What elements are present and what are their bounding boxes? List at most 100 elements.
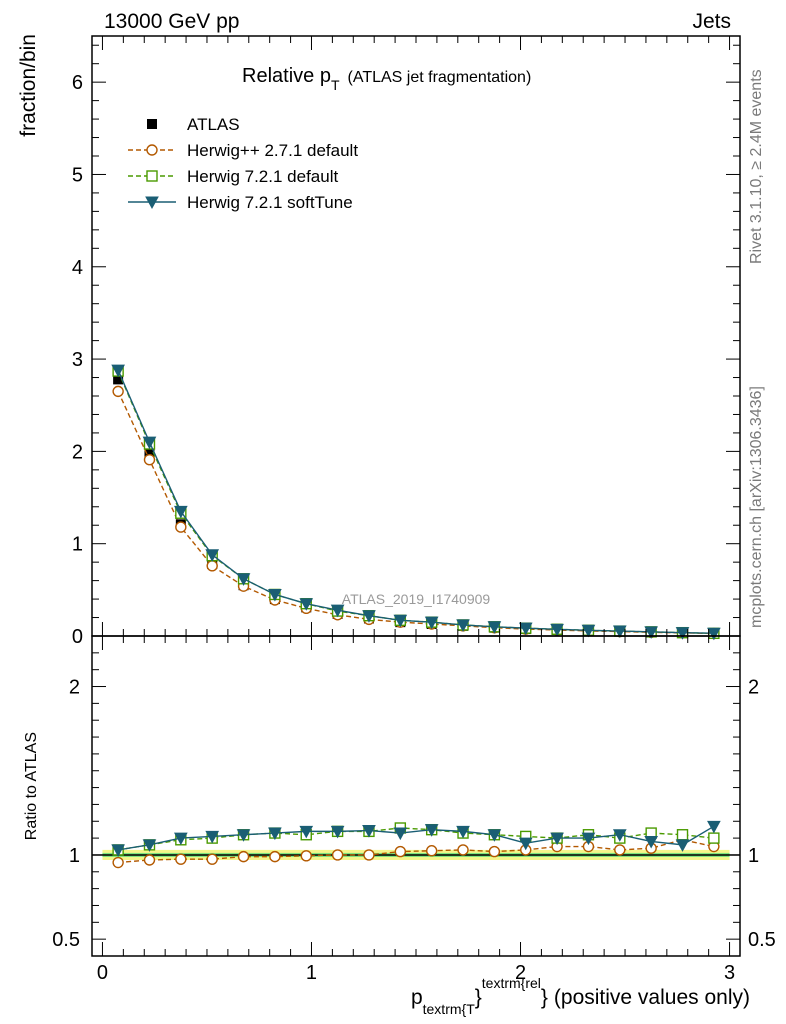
ratio-point-2 (205, 830, 220, 844)
series-point-2 (330, 604, 345, 618)
series-line-2 (117, 369, 714, 634)
ratio-point-0 (614, 844, 626, 856)
analysis-watermark: ATLAS_2019_I1740909 (342, 591, 491, 607)
x-label-brace1: } (475, 986, 482, 1009)
series-point-2 (518, 622, 533, 636)
series-point-2 (456, 619, 470, 632)
series-point-2 (424, 616, 439, 630)
series-point-2 (393, 614, 408, 628)
ratio-point-2 (644, 835, 659, 849)
ratio-point-2 (362, 825, 376, 838)
series-point-2 (173, 505, 188, 519)
legend-label-2: Herwig 7.2.1 softTune (187, 193, 353, 212)
ratio-y-tick-label-right: 1 (748, 845, 759, 867)
series-point-2 (675, 627, 690, 640)
ratio-point-0 (143, 854, 156, 866)
y-tick-label: 0 (72, 626, 83, 648)
y-tick-label: 5 (72, 164, 83, 186)
y-tick-label: 2 (72, 441, 83, 463)
ratio-point-2 (707, 820, 721, 834)
ratio-uncertainty-band (92, 849, 740, 860)
y-tick-label: 4 (72, 257, 83, 279)
ratio-point-0 (457, 844, 469, 856)
ratio-point-0 (425, 845, 438, 857)
series-point-2 (299, 598, 314, 611)
legend: ATLAS Herwig++ 2.7.1 default Herwig 7.2.1 … (128, 115, 358, 212)
x-tick-label: 1 (306, 962, 317, 984)
ratio-point-2 (142, 839, 157, 852)
x-tick-label: 2 (515, 962, 526, 984)
ratio-point-0 (175, 853, 187, 865)
ratio-point-0 (237, 850, 250, 863)
series-point-2 (111, 364, 125, 378)
ratio-point-2 (456, 825, 470, 839)
ratio-point-0 (363, 849, 375, 861)
series-point-2 (268, 588, 282, 602)
x-label-sub: textrm{T (423, 1001, 476, 1017)
series-point-2 (487, 621, 502, 634)
ratio-line-2 (118, 825, 715, 851)
series-point-2 (581, 624, 596, 638)
ratio-point-0 (331, 849, 344, 861)
ratio-point-2 (330, 825, 345, 839)
ratio-y-tick-label-left: 1 (69, 845, 80, 867)
ratio-point-1 (676, 829, 689, 841)
ratio-y-tick-label-right: 2 (748, 677, 759, 699)
ratio-y-tick-label-left: 2 (69, 677, 80, 699)
series-point-0 (175, 521, 187, 533)
series-point-2 (362, 610, 376, 623)
x-axis-label: ptextrm{T}textrm{rel} (positive values on… (411, 975, 750, 1017)
ratio-y-axis-label: Ratio to ATLAS (23, 732, 40, 840)
axes-frame: 0 1 2 3 0 1 2 3 4 5 6 0.5 0.5 1 1 2 2 (52, 35, 776, 984)
x-label-rest: (positive values only) (554, 986, 750, 1009)
legend-label-atlas: ATLAS (187, 115, 240, 134)
data-point-atlas (113, 374, 124, 385)
y-tick-label: 6 (72, 72, 83, 94)
series-point-2 (236, 573, 251, 586)
series-point-2 (707, 627, 721, 641)
mcplots-label: mcplots.cern.ch [arXiv:1306.3436] (748, 386, 765, 628)
legend-marker-0 (146, 144, 158, 156)
legend-marker-2 (145, 196, 159, 210)
ratio-point-0 (488, 845, 501, 858)
chart-title-main: Relative p (242, 65, 331, 87)
ratio-point-2 (236, 829, 251, 842)
x-tick-label: 3 (724, 962, 735, 984)
chart-title: Relative pT (ATLAS jet fragmentation) (242, 65, 531, 93)
legend-marker-1 (146, 170, 158, 182)
header-right: Jets (692, 10, 731, 33)
series-point-2 (644, 626, 659, 639)
ratio-point-0 (206, 853, 218, 865)
ratio-point-0 (112, 856, 124, 869)
ratio-point-0 (300, 850, 312, 862)
ratio-point-2 (268, 827, 282, 841)
series-point-2 (142, 436, 157, 450)
ratio-point-2 (111, 844, 125, 857)
series-point-0 (143, 453, 156, 466)
y-tick-label: 1 (72, 534, 83, 556)
ratio-point-2 (487, 829, 502, 842)
ratio-point-0 (269, 850, 281, 863)
ratio-y-tick-label-left: 0.5 (52, 929, 80, 951)
ratio-point-2 (424, 824, 439, 837)
rivet-label: Rivet 3.1.10, ≥ 2.4M events (748, 69, 765, 264)
ratio-frame (91, 635, 741, 957)
x-label-p: p (411, 986, 423, 1009)
x-label-sup: textrm{rel (482, 975, 541, 991)
ratio-point-2 (518, 837, 533, 851)
ratio-point-2 (173, 832, 188, 846)
series-point-0 (206, 560, 218, 572)
ratio-point-2 (299, 825, 314, 839)
ratio-point-2 (581, 832, 596, 846)
series-point-2 (205, 549, 220, 562)
x-tick-label: 0 (97, 962, 108, 984)
ratio-point-0 (394, 845, 407, 858)
ratio-y-tick-label-right: 0.5 (748, 929, 776, 951)
legend-marker-atlas (147, 119, 157, 129)
x-label-brace2: } (541, 986, 548, 1009)
y-axis-label: fraction/bin (17, 34, 40, 137)
series-layer (111, 364, 721, 869)
ratio-point-2 (393, 827, 408, 841)
series-point-2 (612, 625, 627, 639)
